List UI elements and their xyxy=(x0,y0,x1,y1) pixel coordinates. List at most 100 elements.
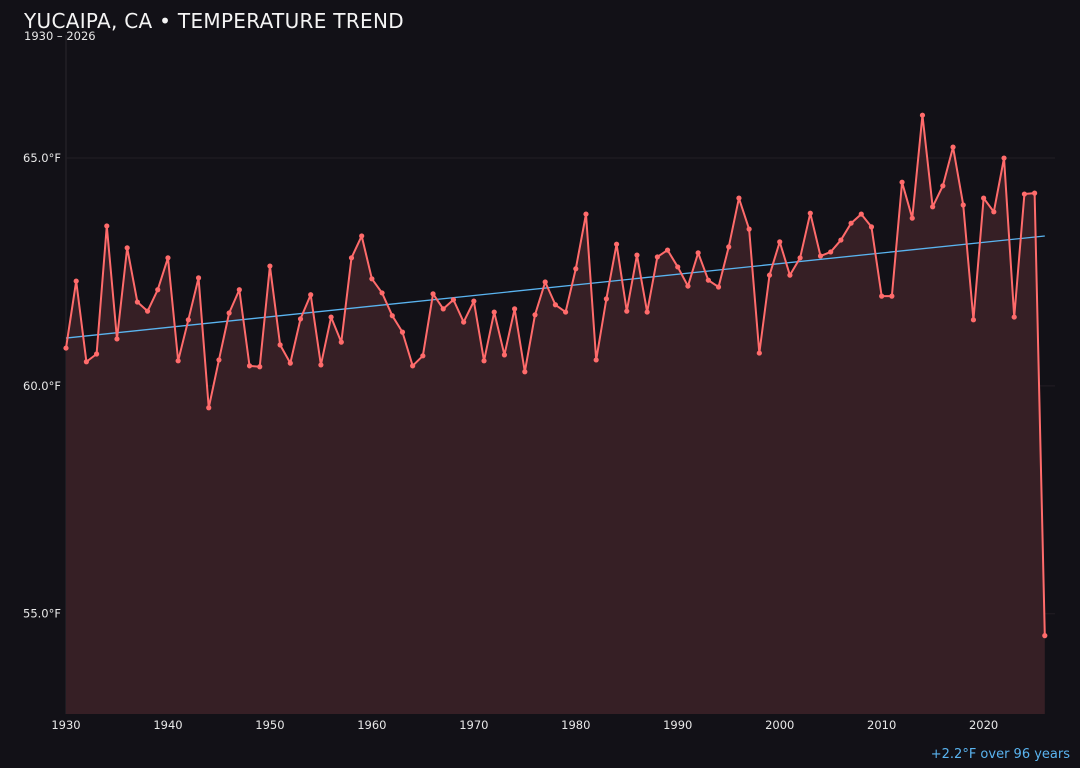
data-point xyxy=(471,298,477,304)
data-point xyxy=(430,291,436,297)
data-point xyxy=(185,317,191,323)
data-point xyxy=(114,336,120,342)
data-point xyxy=(440,306,446,312)
data-point xyxy=(613,241,620,247)
data-point xyxy=(399,329,406,335)
trend-line xyxy=(65,235,1045,339)
x-tick-label: 2010 xyxy=(867,718,896,732)
data-point xyxy=(940,183,946,189)
y-tick-label: 60.0°F xyxy=(23,379,61,393)
data-point xyxy=(838,237,844,243)
data-point xyxy=(461,319,467,325)
data-point xyxy=(960,202,966,208)
x-tick-label: 1930 xyxy=(51,718,80,732)
data-point xyxy=(746,226,752,232)
data-point xyxy=(766,272,773,278)
data-point xyxy=(1042,633,1048,639)
data-point xyxy=(257,364,263,370)
y-tick-label: 65.0°F xyxy=(23,151,61,165)
x-tick-label: 1980 xyxy=(561,718,590,732)
data-point xyxy=(909,215,915,221)
data-point xyxy=(522,369,528,375)
data-point xyxy=(919,112,926,118)
data-point xyxy=(389,313,395,319)
data-point xyxy=(369,276,375,282)
data-point xyxy=(308,292,314,298)
data-point xyxy=(981,195,987,201)
data-point xyxy=(624,308,630,314)
data-point xyxy=(491,309,497,315)
data-point xyxy=(104,223,110,229)
data-point xyxy=(165,255,171,261)
data-point xyxy=(777,239,783,245)
x-tick-label: 1950 xyxy=(255,718,284,732)
data-point xyxy=(562,309,569,315)
chart-subtitle: 1930 – 2026 xyxy=(24,29,96,43)
data-point xyxy=(705,277,711,283)
x-tick-label: 2020 xyxy=(969,718,998,732)
data-point xyxy=(93,351,100,357)
data-point xyxy=(216,357,222,363)
data-point xyxy=(797,255,803,261)
data-point xyxy=(848,220,854,226)
data-point xyxy=(348,255,355,261)
data-point xyxy=(297,316,304,322)
data-point xyxy=(277,342,283,348)
chart-title: YUCAIPA, CA • TEMPERATURE TREND xyxy=(24,9,404,33)
data-point xyxy=(715,284,722,290)
data-point xyxy=(501,352,508,358)
data-point xyxy=(420,353,426,359)
data-point xyxy=(195,275,202,281)
area-fill xyxy=(66,115,1045,714)
data-point xyxy=(950,144,956,150)
data-point xyxy=(124,245,130,251)
data-point xyxy=(206,405,212,411)
data-point xyxy=(1021,191,1028,197)
x-tick-label: 1960 xyxy=(357,718,386,732)
data-point xyxy=(603,296,609,302)
data-point xyxy=(664,247,671,253)
data-point xyxy=(736,195,742,201)
data-point xyxy=(73,278,79,284)
data-point xyxy=(634,252,640,258)
data-point xyxy=(552,302,559,308)
data-point xyxy=(542,279,548,285)
data-point xyxy=(970,317,977,323)
data-point xyxy=(175,358,181,364)
data-point xyxy=(379,290,385,296)
data-point xyxy=(828,249,834,255)
data-point xyxy=(226,310,232,316)
data-point xyxy=(685,283,691,289)
data-point xyxy=(726,244,732,250)
data-point xyxy=(817,253,824,259)
data-point xyxy=(858,211,864,217)
data-point xyxy=(328,314,334,320)
data-point xyxy=(83,359,89,365)
data-point xyxy=(134,299,140,305)
data-point xyxy=(899,179,905,185)
trend-note: +2.2°F over 96 years xyxy=(930,747,1070,762)
data-point xyxy=(410,363,416,369)
data-point xyxy=(359,233,365,239)
data-point xyxy=(236,287,242,293)
x-tick-label: 1940 xyxy=(153,718,182,732)
data-point xyxy=(868,224,875,230)
data-point xyxy=(787,272,793,278)
data-point xyxy=(63,345,69,351)
data-point xyxy=(450,297,457,303)
data-point xyxy=(593,357,599,363)
data-point xyxy=(144,308,151,314)
data-point xyxy=(338,339,344,345)
data-point xyxy=(879,293,885,299)
data-point xyxy=(573,266,579,272)
data-point xyxy=(644,309,650,315)
data-point xyxy=(318,362,324,368)
data-point xyxy=(1032,190,1038,196)
data-point xyxy=(583,211,589,217)
y-tick-label: 55.0°F xyxy=(23,607,61,621)
data-point xyxy=(930,204,936,210)
data-point xyxy=(512,306,518,312)
data-point xyxy=(267,263,273,269)
x-tick-label: 1970 xyxy=(459,718,488,732)
